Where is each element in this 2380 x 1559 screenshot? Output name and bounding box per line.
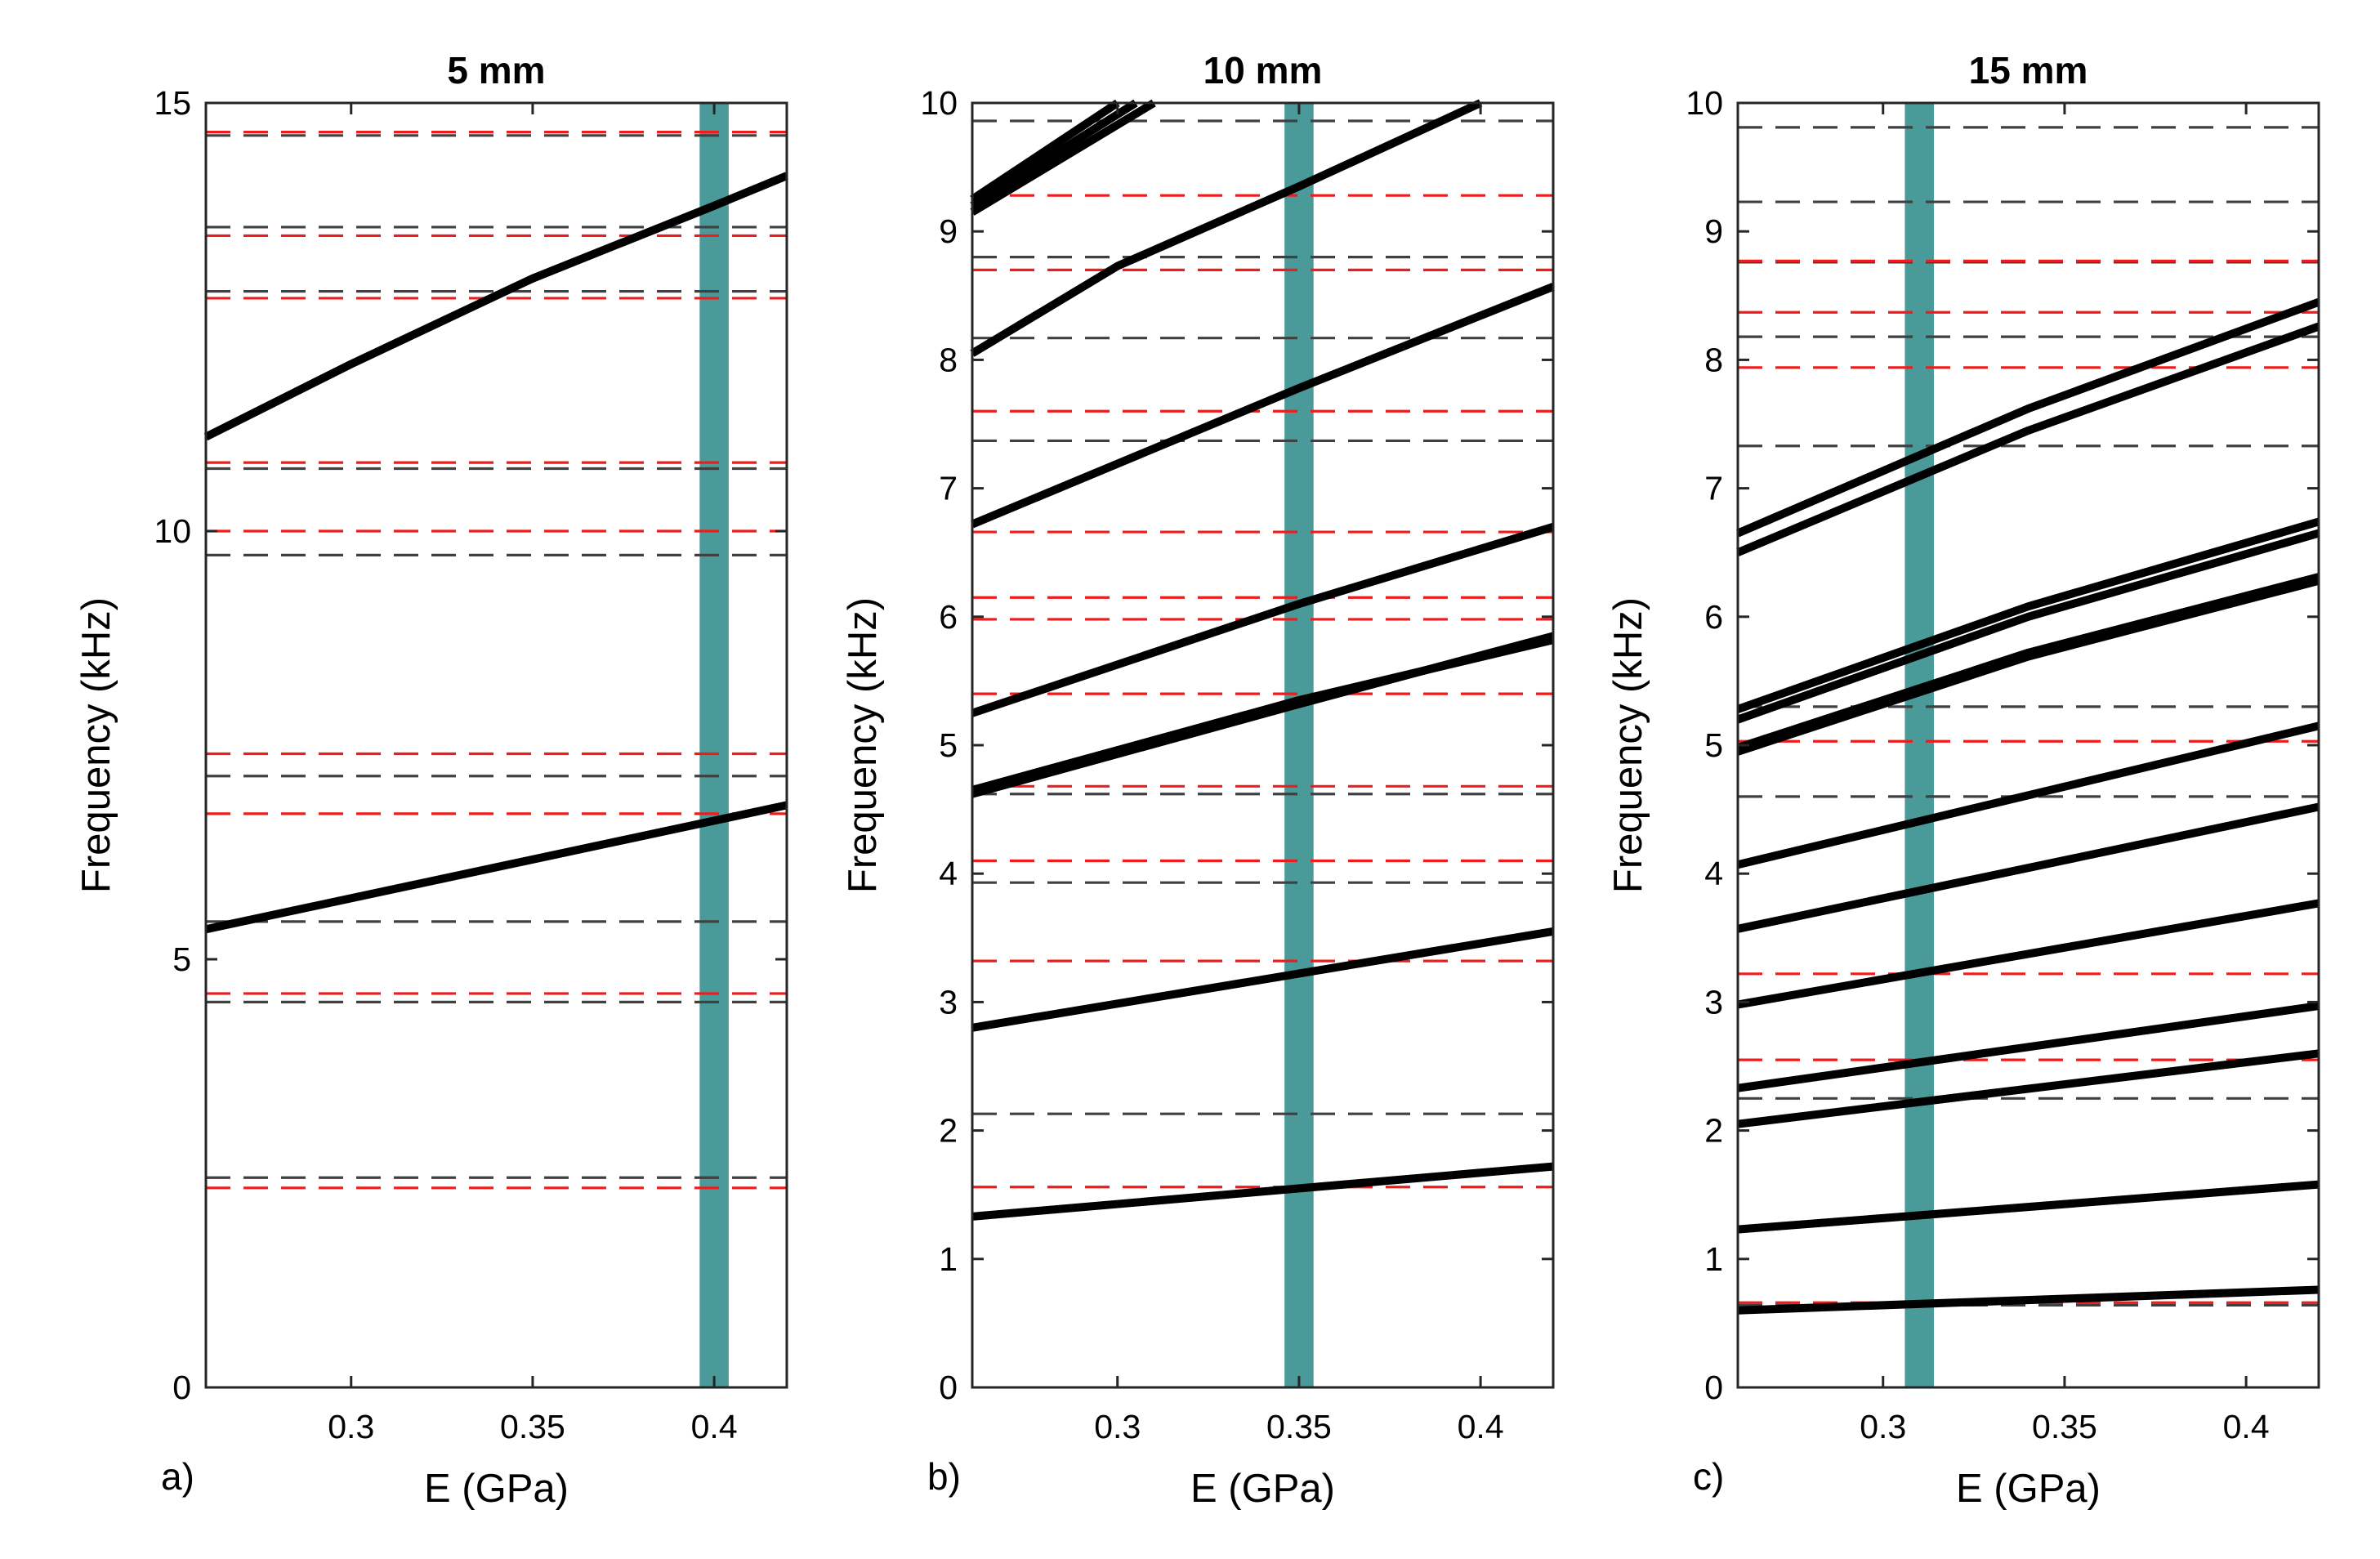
model-line <box>971 927 1554 1032</box>
y-tick-label: 9 <box>1704 212 1723 250</box>
axis-ticks: 0.3 0.35 0.4 0 1 2 3 4 5 6 7 8 9 10 <box>1686 84 2319 1445</box>
y-tick-label: 8 <box>939 341 958 378</box>
model-lines-layer <box>970 99 1555 1221</box>
panel-title: 5 mm <box>447 49 545 92</box>
y-axis-label: Frequency (kHz) <box>1606 597 1650 893</box>
model-line <box>1737 1002 2320 1092</box>
model-line <box>1736 517 2320 713</box>
y-tick-label: 0 <box>939 1369 958 1406</box>
y-tick-label: 4 <box>939 855 958 892</box>
highlight-band <box>1904 103 1934 1387</box>
y-tick-label: 10 <box>1686 84 1723 122</box>
y-tick-label: 1 <box>939 1240 958 1278</box>
model-line <box>1737 1285 2320 1315</box>
panel-label: c) <box>1693 1455 1724 1498</box>
model-line <box>1736 573 2320 752</box>
x-axis-label: E (GPa) <box>1956 1467 2101 1511</box>
x-axis-label: E (GPa) <box>424 1467 569 1511</box>
y-tick-label: 10 <box>154 512 191 550</box>
y-tick-label: 7 <box>939 470 958 507</box>
model-line <box>1736 298 2320 538</box>
model-line <box>1737 899 2320 1009</box>
x-tick-label: 0.35 <box>500 1408 565 1445</box>
panel-label: b) <box>927 1455 961 1498</box>
axis-ticks: 0.3 0.35 0.4 0 1 2 3 4 5 6 7 8 9 10 <box>920 84 1553 1445</box>
model-line <box>970 99 1138 210</box>
y-tick-label: 8 <box>1704 341 1723 378</box>
model-line <box>970 99 1156 216</box>
x-axis-label: E (GPa) <box>1190 1467 1335 1511</box>
model-line <box>1737 1180 2320 1234</box>
y-tick-label: 10 <box>920 84 958 122</box>
model-line <box>1736 721 2320 869</box>
y-axis-label: Frequency (kHz) <box>841 597 885 893</box>
model-line <box>1736 322 2320 556</box>
y-tick-label: 5 <box>172 940 191 978</box>
y-tick-label: 1 <box>1704 1240 1723 1278</box>
x-tick-label: 0.4 <box>2223 1408 2270 1445</box>
y-axis-label: Frequency (kHz) <box>74 597 118 893</box>
model-line <box>204 801 788 934</box>
model-line <box>1736 529 2320 724</box>
x-tick-label: 0.3 <box>1094 1408 1141 1445</box>
highlight-band-layer <box>1904 103 1934 1387</box>
y-tick-label: 2 <box>1704 1112 1723 1150</box>
y-tick-label: 6 <box>1704 598 1723 636</box>
model-line <box>971 523 1555 717</box>
x-tick-label: 0.35 <box>2032 1408 2097 1445</box>
y-tick-label: 3 <box>939 983 958 1021</box>
model-lines-layer <box>203 172 788 934</box>
model-line <box>971 1162 1554 1221</box>
model-line <box>970 99 1120 203</box>
measured-lines-layer <box>972 119 1553 1189</box>
y-tick-label: 4 <box>1704 855 1723 892</box>
model-line <box>970 99 1483 357</box>
y-tick-label: 2 <box>939 1112 958 1150</box>
measured-lines-layer <box>1738 126 2319 1307</box>
y-tick-label: 0 <box>1704 1369 1723 1406</box>
x-tick-label: 0.35 <box>1266 1408 1332 1445</box>
panel-label: a) <box>161 1455 194 1498</box>
highlight-band <box>1284 103 1314 1387</box>
y-tick-label: 7 <box>1704 470 1723 507</box>
model-line <box>203 172 788 441</box>
panel-title: 15 mm <box>1969 49 2088 92</box>
x-tick-label: 0.4 <box>691 1408 738 1445</box>
highlight-band-layer <box>699 103 729 1387</box>
highlight-band-layer <box>1284 103 1314 1387</box>
x-tick-label: 0.3 <box>1860 1408 1906 1445</box>
y-tick-label: 3 <box>1704 983 1723 1021</box>
panel-c: 0.3 0.35 0.4 0 1 2 3 4 5 6 7 8 9 10 15 mm E (GPa) Fre… <box>1606 49 2320 1511</box>
panel-b: 0.3 0.35 0.4 0 1 2 3 4 5 6 7 8 9 10 10 mm E (GPa) Fre… <box>841 49 1555 1511</box>
highlight-band <box>699 103 729 1387</box>
measured-lines-layer <box>206 131 787 1190</box>
plot-frame <box>204 101 788 1389</box>
x-tick-label: 0.4 <box>1458 1408 1504 1445</box>
y-tick-label: 5 <box>1704 726 1723 764</box>
model-line <box>971 283 1555 529</box>
axis-ticks: 0.3 0.35 0.4 0 5 10 15 <box>154 84 787 1445</box>
model-line <box>1736 802 2320 933</box>
model-line <box>971 636 1555 794</box>
y-tick-label: 6 <box>939 598 958 636</box>
model-lines-layer <box>1736 298 2320 1315</box>
y-tick-label: 0 <box>172 1369 191 1406</box>
y-tick-label: 15 <box>154 84 191 122</box>
panel-title: 10 mm <box>1203 49 1323 92</box>
panel-a: 0.3 0.35 0.4 0 5 10 15 5 mm E (GPa) Frequency … <box>74 49 788 1511</box>
y-tick-label: 9 <box>939 212 958 250</box>
x-tick-label: 0.3 <box>328 1408 374 1445</box>
model-line <box>1737 1049 2320 1128</box>
y-tick-label: 5 <box>939 726 958 764</box>
